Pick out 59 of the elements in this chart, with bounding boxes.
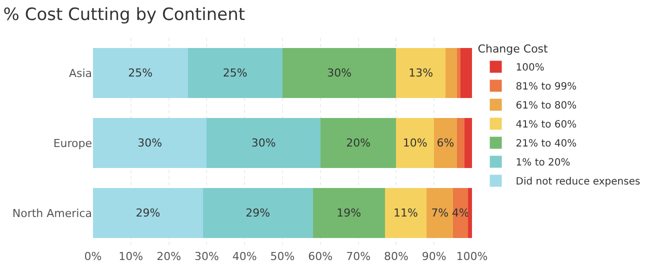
data-label: 11% xyxy=(393,206,418,220)
bar xyxy=(188,48,282,98)
bar xyxy=(312,188,385,238)
bar xyxy=(468,188,472,238)
data-label: 25% xyxy=(128,66,153,80)
legend-title: Change Cost xyxy=(478,42,549,56)
data-label: 30% xyxy=(327,66,352,80)
x-tick-label: 30% xyxy=(194,250,219,263)
legend-label: 81% to 99% xyxy=(516,82,577,93)
legend-label: 100% xyxy=(516,62,544,74)
bar xyxy=(320,118,396,168)
x-tick-label: 20% xyxy=(156,250,182,263)
legend-label: 61% to 80% xyxy=(516,100,577,112)
legend-label: 41% to 60% xyxy=(516,120,577,131)
bar xyxy=(453,188,468,238)
x-tick-label: 70% xyxy=(346,250,371,263)
data-label: 20% xyxy=(346,136,371,150)
y-tick-label: North America xyxy=(12,206,92,220)
chart-title: % Cost Cutting by Continent xyxy=(3,5,246,26)
bar xyxy=(396,118,434,168)
bar xyxy=(206,118,320,168)
data-label: 10% xyxy=(402,136,428,150)
x-tick-label: 80% xyxy=(384,250,408,263)
x-tick-label: 50% xyxy=(270,250,295,263)
legend-label: Did not reduce expenses xyxy=(516,176,640,188)
data-label: 13% xyxy=(408,66,434,80)
x-tick-label: 90% xyxy=(422,250,446,263)
data-label: 30% xyxy=(138,136,162,150)
bar xyxy=(456,48,461,98)
bar xyxy=(396,48,446,98)
data-label: 19% xyxy=(336,206,362,220)
bar xyxy=(434,118,457,168)
y-tick-label: Europe xyxy=(53,136,92,150)
y-tick-label: Asia xyxy=(68,66,92,80)
bar xyxy=(384,188,427,238)
x-tick-label: 100% xyxy=(456,250,488,263)
bar xyxy=(93,118,207,168)
data-label: 29% xyxy=(246,206,270,220)
x-tick-label: 40% xyxy=(232,250,257,263)
bar xyxy=(464,118,472,168)
data-label: 30% xyxy=(251,136,276,150)
bar xyxy=(456,118,464,168)
bar xyxy=(93,188,203,238)
data-label: 29% xyxy=(136,206,160,220)
bar xyxy=(202,188,313,238)
data-label: 7% xyxy=(431,206,449,220)
bar xyxy=(445,48,457,98)
legend-label: 21% to 40% xyxy=(516,138,577,150)
bar xyxy=(282,48,396,98)
data-label: 4% xyxy=(452,206,470,220)
x-tick-label: 0% xyxy=(84,250,102,263)
bar xyxy=(460,48,472,98)
bar xyxy=(426,188,454,238)
x-tick-label: 10% xyxy=(118,250,144,263)
data-label: 6% xyxy=(436,136,454,150)
x-tick-label: 60% xyxy=(308,250,333,263)
bar xyxy=(93,48,188,98)
data-label: 25% xyxy=(222,66,248,80)
legend-label: 1% to 20% xyxy=(516,158,570,169)
